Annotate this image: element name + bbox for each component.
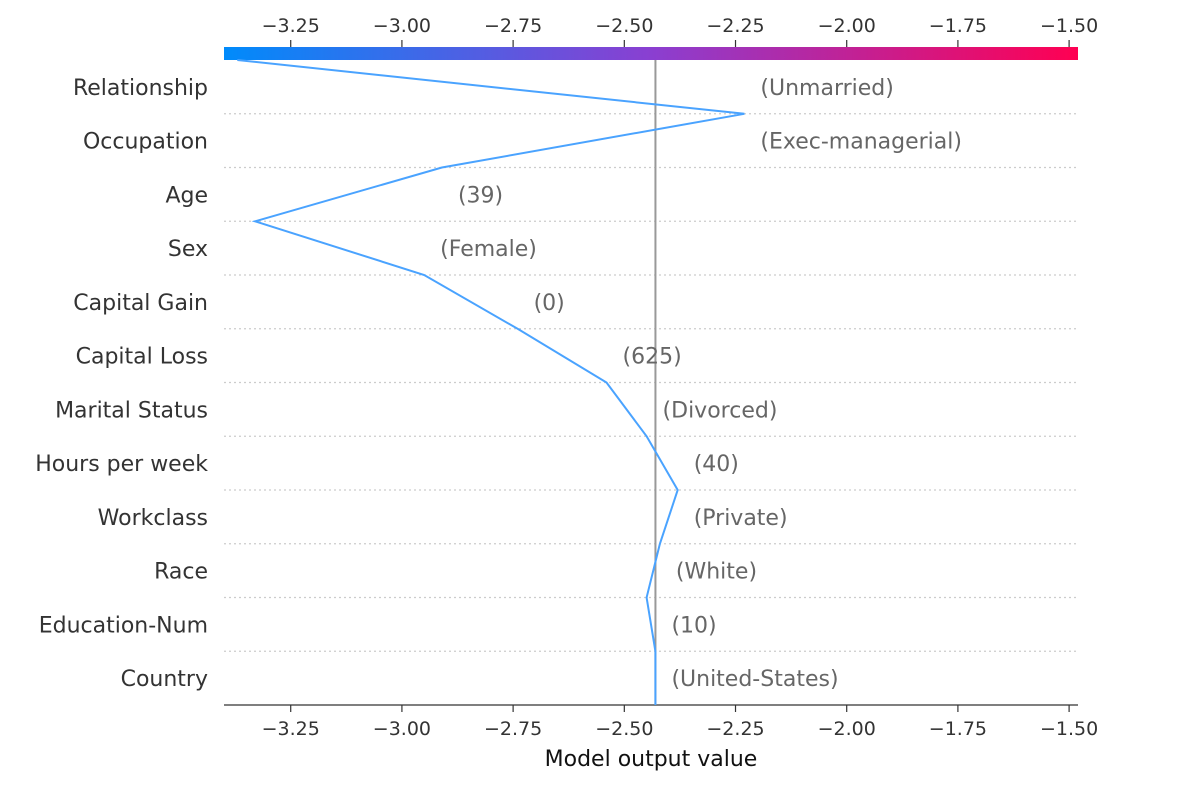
feature-name-label: Relationship	[73, 76, 208, 101]
feature-value-label: (39)	[458, 183, 503, 208]
feature-value-label: (10)	[671, 613, 716, 638]
feature-value-label: (White)	[676, 560, 757, 585]
top-tick-label: −3.00	[373, 15, 431, 37]
feature-name-label: Occupation	[83, 130, 208, 155]
feature-name-label: Age	[165, 183, 208, 208]
top-tick-label: −1.50	[1040, 15, 1098, 37]
top-tick-label: −2.75	[484, 15, 542, 37]
feature-name-label: Race	[154, 560, 208, 585]
feature-value-label: (625)	[623, 345, 682, 370]
top-tick-label: −2.25	[706, 15, 764, 37]
decision-path-line	[237, 59, 745, 705]
bottom-tick-label: −2.50	[595, 718, 653, 740]
bottom-tick-label: −2.00	[818, 718, 876, 740]
feature-value-label: (0)	[534, 291, 565, 316]
feature-value-label: (Private)	[694, 506, 788, 531]
top-tick-label: −2.50	[595, 15, 653, 37]
top-tick-label: −3.25	[262, 15, 320, 37]
feature-name-label: Workclass	[98, 506, 208, 531]
top-tick-label: −2.00	[818, 15, 876, 37]
feature-name-label: Sex	[168, 237, 208, 262]
feature-name-label: Capital Gain	[73, 291, 208, 316]
x-axis-title: Model output value	[545, 747, 758, 772]
feature-value-label: (Divorced)	[663, 398, 778, 423]
feature-name-label: Capital Loss	[76, 345, 208, 370]
bottom-tick-label: −1.50	[1040, 718, 1098, 740]
feature-value-label: (40)	[694, 452, 739, 477]
feature-value-label: (Female)	[440, 237, 537, 262]
bottom-tick-label: −1.75	[929, 718, 987, 740]
bottom-tick-label: −3.25	[262, 718, 320, 740]
feature-name-label: Hours per week	[35, 452, 208, 477]
top-tick-label: −1.75	[929, 15, 987, 37]
colorbar	[224, 47, 1078, 60]
bottom-tick-label: −2.25	[706, 718, 764, 740]
feature-name-label: Marital Status	[55, 398, 208, 423]
bottom-tick-label: −3.00	[373, 718, 431, 740]
feature-name-label: Country	[121, 667, 208, 692]
feature-value-label: (United-States)	[671, 667, 838, 692]
feature-value-label: (Unmarried)	[760, 76, 893, 101]
feature-value-label: (Exec-managerial)	[760, 130, 962, 155]
feature-name-label: Education-Num	[39, 613, 208, 638]
bottom-tick-label: −2.75	[484, 718, 542, 740]
